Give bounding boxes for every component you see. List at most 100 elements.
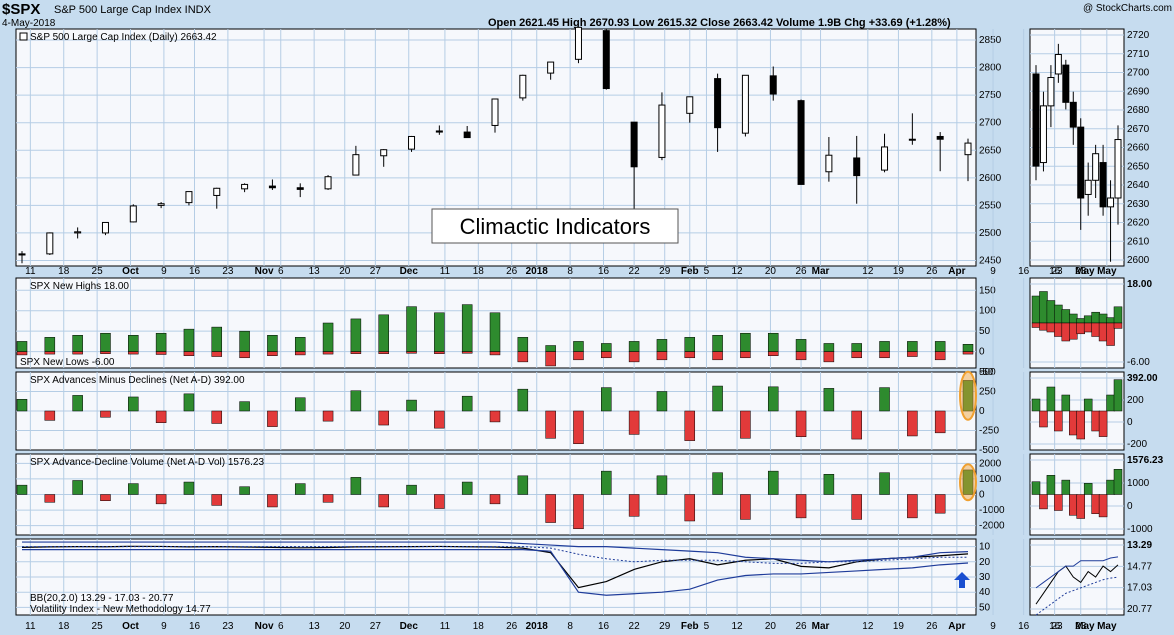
x-axis-label: Feb: [681, 266, 699, 277]
side-adv-bar: [1106, 479, 1115, 495]
side-hl-low-bar: [1054, 322, 1063, 337]
net-ad-vol-bar: [128, 483, 139, 495]
net-ad-vol-bar: [72, 480, 83, 495]
net-ad-bar: [601, 387, 612, 412]
net-ad-bar: [322, 410, 334, 422]
net-ad-vol-bar: [489, 494, 501, 505]
price-candle: [380, 149, 388, 157]
vix-line-upper-bb: [22, 541, 969, 563]
net-ad-vol-bar: [44, 494, 56, 503]
net-ad-bar: [267, 410, 278, 427]
side-vix-line: [1035, 564, 1119, 605]
net-ad-bar: [406, 399, 417, 412]
side-ad-bar: [1076, 410, 1085, 440]
new-lows-bar: [267, 351, 278, 356]
new-lows-bar: [350, 351, 362, 354]
new-highs-bar: [100, 332, 111, 352]
new-lows-bar: [100, 351, 111, 354]
net-ad-bar: [44, 410, 56, 421]
side-x-label-bottom: 23: [1075, 621, 1087, 632]
side-vix-y-tick: 13.29: [1127, 540, 1152, 551]
new-highs-bar: [907, 341, 918, 352]
price-panel-y-tick: 2650: [979, 145, 1002, 156]
side-hl-bar: [1069, 313, 1078, 324]
side-adv-bar: [1061, 479, 1071, 495]
price-candle: [324, 176, 332, 190]
side-ad-bar: [1061, 394, 1071, 412]
vix-title: Volatility Index - New Methodology 14.77: [30, 604, 211, 615]
new-highs-bar: [740, 332, 751, 352]
net-ad-vol-bar: [767, 470, 779, 495]
new-highs-bar: [545, 345, 556, 352]
chart-name: S&P 500 Large Cap Index INDX: [54, 4, 212, 16]
price-candle: [574, 26, 582, 60]
x-axis-label: 16: [1018, 266, 1030, 277]
quote-line: Open 2621.45 High 2670.93 Low 2615.32 Cl…: [488, 17, 951, 29]
chart-date: 4-May-2018: [2, 18, 56, 29]
net-ad-bar: [72, 395, 83, 412]
x-axis-label: 23: [1051, 266, 1063, 277]
net-ad-bar: [684, 410, 696, 441]
side-adv-y-tick: 1000: [1127, 478, 1150, 489]
net-ad-vol-bar: [350, 477, 362, 495]
net-ad-vol-bar: [183, 481, 195, 495]
net-ad-vol-bar: [16, 484, 28, 495]
price-candle: [936, 135, 944, 140]
x-axis-label-bottom: Oct: [122, 621, 139, 632]
x-axis-label: 12: [732, 266, 744, 277]
side-price-y-tick: 2670: [1127, 124, 1150, 135]
side-adv-bar: [1069, 494, 1078, 516]
side-vix-y-tick: 20.77: [1127, 604, 1152, 615]
side-price-y-tick: 2640: [1127, 180, 1150, 191]
x-axis-label-bottom: Nov: [255, 621, 274, 632]
new-highs-bar: [517, 337, 529, 352]
x-axis-label: 8: [567, 266, 573, 277]
side-price-y-tick: 2630: [1127, 199, 1150, 210]
new-lows-bar: [851, 351, 862, 359]
new-highs-bar: [378, 314, 389, 352]
x-axis-label-bottom: 18: [58, 621, 70, 632]
new-highs-bar: [434, 312, 445, 352]
new-lows-bar: [684, 351, 696, 359]
x-axis-label-bottom: 20: [339, 621, 351, 632]
net-ad-bar: [16, 399, 28, 412]
x-axis-label: Dec: [400, 266, 419, 277]
x-axis-label: Oct: [122, 266, 139, 277]
x-axis-label: 22: [629, 266, 641, 277]
price-panel-y-tick: 2800: [979, 63, 1002, 74]
side-x-label-bottom: 16: [1049, 621, 1061, 632]
side-price-y-tick: 2720: [1127, 30, 1150, 41]
side-adv-bar: [1076, 494, 1085, 519]
side-price-candle: [1032, 73, 1040, 167]
x-axis-label: Nov: [255, 266, 274, 277]
price-panel-y-tick: 2700: [979, 118, 1002, 129]
side-vix-y-tick: 17.03: [1127, 583, 1152, 594]
x-axis-label-bottom: Feb: [681, 621, 699, 632]
net-ad-vol-bar: [851, 494, 862, 520]
side-hl-low-bar: [1083, 322, 1093, 333]
price-candle: [714, 78, 722, 129]
new-lows-bar: [767, 351, 779, 356]
side-price-y-tick: 2690: [1127, 86, 1150, 97]
x-axis-label-bottom: 16: [189, 621, 201, 632]
x-axis-label: Apr: [948, 266, 965, 277]
price-candle: [797, 100, 805, 185]
net-ad-bar: [517, 388, 529, 412]
x-axis-label-bottom: 12: [862, 621, 874, 632]
x-axis-label-bottom: 23: [222, 621, 234, 632]
price-candle: [908, 138, 916, 141]
new-highs-bar: [934, 341, 946, 352]
net-ad-bar: [100, 410, 111, 418]
climactic-indicators-callout: Climactic Indicators: [431, 208, 679, 244]
highs-lows-panel-y-tick: 150: [979, 285, 996, 296]
price-candle: [435, 130, 443, 133]
x-axis-label-bottom: 26: [506, 621, 518, 632]
net-ad-vol-bar: [934, 494, 946, 514]
new-highs-bar: [461, 304, 473, 352]
side-adv-bar: [1113, 469, 1123, 495]
price-panel-y-tick: 2500: [979, 228, 1002, 239]
x-axis-label-bottom: 19: [893, 621, 905, 632]
net-ad-bar: [934, 410, 946, 434]
side-hl-bar: [1083, 315, 1093, 324]
net-ad-panel-y-tick: 500: [979, 367, 996, 378]
